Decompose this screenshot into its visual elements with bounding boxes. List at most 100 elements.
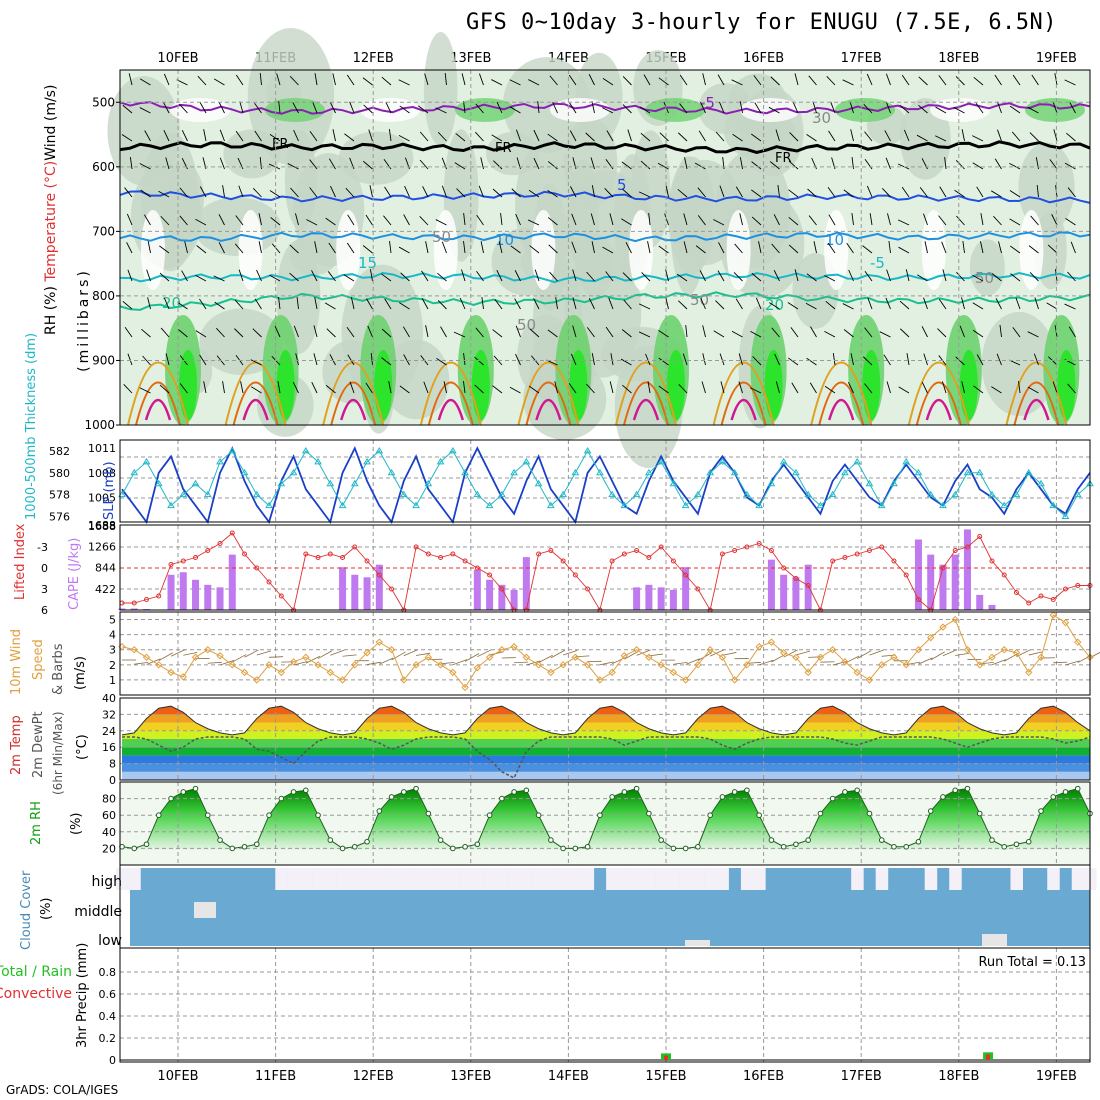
wind-barb: [314, 73, 318, 86]
date-label-bottom: 18FEB: [938, 1069, 979, 1084]
wind-barb: [862, 245, 873, 254]
thickness-point: [277, 479, 286, 487]
precip-run-total: Run Total = 0.13: [978, 955, 1086, 970]
wind-barb: [647, 381, 651, 394]
cloud-high-gap: [753, 868, 766, 890]
wind-barb: [332, 73, 336, 86]
wind10-point: [571, 653, 580, 661]
wind-barb: [159, 384, 170, 394]
wind-barb: [196, 245, 207, 254]
wind-barb: [720, 381, 725, 394]
wind-barb: [385, 101, 392, 114]
li-point: [940, 565, 946, 571]
wind-barb: [790, 327, 799, 338]
panel-frame-temp: [119, 697, 1091, 781]
upper-yunit-text: (millibars): [76, 268, 92, 372]
wind-barb: [363, 160, 373, 170]
wind-barb: [1049, 159, 1058, 170]
wind-barb: [805, 302, 817, 310]
wind-barb: [463, 213, 466, 226]
upper-ylabel-text: RH (%) Temperature (°C)Wind (m/s): [43, 85, 59, 335]
wind10-point: [436, 661, 445, 669]
wind10-point: [657, 661, 665, 669]
wind10-point: [204, 646, 212, 654]
wind-barb: [679, 74, 688, 86]
wind10-barb: [452, 659, 467, 666]
wind-barb: [366, 298, 373, 310]
cape-bar: [179, 572, 187, 610]
temp-ylabel-text: 2m Temp: [9, 715, 24, 775]
wind-barb: [775, 381, 780, 394]
rh2m-point: [192, 785, 199, 792]
wind-barb: [1069, 102, 1076, 114]
wind-barb: [677, 188, 688, 198]
wind-barb: [751, 272, 762, 282]
cape-ylabel: CAPE (J/kg): [67, 538, 82, 610]
wind10-barb: [379, 657, 394, 665]
cloud-high-gap: [618, 868, 631, 890]
cape-bar: [339, 567, 347, 610]
wind-barb: [270, 217, 281, 226]
rh2m-point: [143, 841, 150, 848]
wind-barb: [419, 216, 429, 226]
li-point: [560, 558, 566, 564]
wind-barb: [606, 130, 614, 142]
cape-bar: [792, 577, 800, 610]
panel-frame-cape: [119, 524, 1091, 611]
cloud-high-gap: [520, 868, 533, 890]
wind-barb: [732, 133, 743, 142]
label-span: Wind (m/s): [43, 85, 59, 161]
cloud-high-gap: [1047, 868, 1060, 890]
wind-barb: [437, 131, 447, 142]
wind-barb: [461, 73, 466, 86]
wind-barb: [972, 162, 984, 170]
chart-title: GFS 0~10day 3-hourly for ENUGU (7.5E, 6.…: [466, 10, 1058, 35]
cloud-high-gap: [557, 868, 570, 890]
cloud-high-gap: [385, 868, 399, 890]
wind-barb: [463, 101, 466, 114]
wind-barb: [972, 274, 984, 282]
thickness-point: [669, 479, 678, 487]
wind-barb: [547, 329, 558, 338]
temp-contour-35: [144, 398, 172, 421]
cloud-high-gap: [483, 868, 497, 890]
wind-barb: [496, 269, 503, 282]
wind10-barb: [293, 661, 308, 666]
wind-barb: [678, 300, 688, 310]
cloud-mid-gap: [194, 902, 216, 918]
rh2m-point: [866, 810, 873, 817]
wind-barb: [509, 106, 521, 114]
wind-barb: [197, 75, 207, 86]
cape-bar: [657, 587, 665, 610]
wind-barb: [864, 131, 873, 142]
wind-barb: [898, 246, 910, 254]
rh2m-point: [878, 837, 885, 843]
wind-barb: [638, 331, 651, 338]
li-point: [474, 565, 480, 571]
rh-contour-bright: [862, 350, 881, 420]
wind-barb: [899, 328, 910, 338]
wind-barb: [435, 107, 447, 114]
precip-ylabel-text: 3hr Precip (mm): [75, 943, 90, 1048]
wind-barb: [389, 241, 392, 254]
li-ylabel-text: Lifted Index: [13, 523, 28, 600]
wind-barb: [916, 134, 928, 142]
wind10-point: [412, 661, 420, 669]
cloud-high-gap: [324, 868, 337, 890]
li-point: [756, 541, 762, 546]
precip-label-clip: Total / Rain Convective: [0, 964, 72, 1002]
li-point: [1038, 593, 1044, 599]
upper-yunit: (millibars): [76, 268, 92, 372]
rh2m-yunit-text: (%): [69, 813, 84, 836]
thickness-point: [142, 457, 151, 465]
wind-barb: [885, 73, 891, 86]
temp-contour-25: [810, 361, 873, 426]
wind-barb: [975, 102, 984, 114]
li-point: [646, 555, 652, 560]
wind-barb: [463, 353, 466, 366]
wind-barb: [515, 325, 521, 338]
li-point: [634, 548, 640, 553]
wind-barb: [961, 297, 965, 310]
wind-barb: [569, 130, 577, 142]
wind-barb: [195, 330, 207, 338]
